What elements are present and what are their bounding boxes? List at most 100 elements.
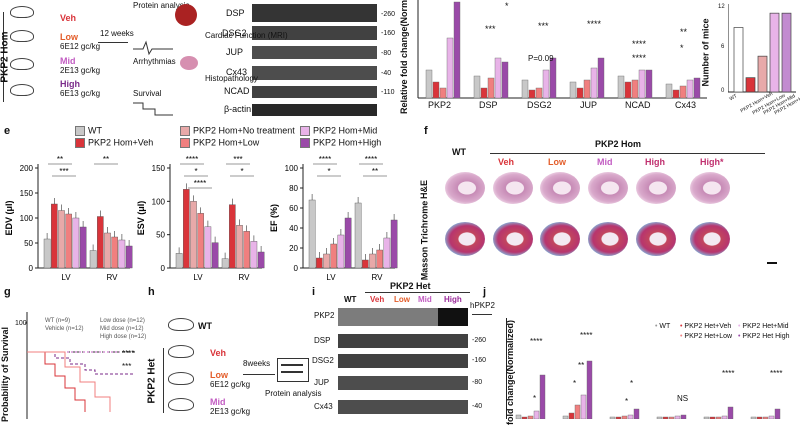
blot-col-veh: Veh — [370, 295, 385, 304]
blot-row-label: Cx43 — [226, 67, 248, 77]
bar — [501, 61, 509, 99]
legend-item: • PKP2 Het+Low — [680, 333, 733, 340]
histo-col-high: High — [645, 157, 665, 167]
blot-row-label: DSP — [314, 336, 331, 345]
y-tick-label: 200 — [20, 164, 34, 173]
blot-row-label: JUP — [314, 378, 330, 387]
bar — [774, 408, 781, 419]
bar — [527, 415, 534, 419]
legend-label: WT — [88, 125, 102, 136]
bar — [703, 416, 710, 419]
legend-item: PKP2 Hom+High — [300, 138, 381, 148]
bar — [621, 415, 628, 419]
blot-kda: -160 — [381, 30, 396, 37]
bar — [745, 77, 756, 93]
legend-wt: WT (n=9) — [45, 318, 71, 324]
sig-label: * — [505, 1, 509, 11]
bar — [569, 81, 577, 99]
sig-label: *** — [59, 167, 68, 176]
bar — [583, 79, 591, 99]
legend-swatch — [75, 138, 85, 148]
bar — [562, 415, 569, 419]
legend-item: • PKP2 Het High — [738, 333, 790, 340]
histo-wt-label: WT — [452, 147, 466, 157]
bar — [597, 57, 605, 99]
masson-section — [690, 222, 730, 256]
legend-swatch — [180, 138, 190, 148]
legend-label: PKP2 Het High — [742, 333, 790, 340]
sig-label: **** — [580, 331, 593, 340]
bar — [609, 416, 616, 419]
mouse-icon — [168, 345, 194, 358]
sig-label: **** — [186, 155, 198, 164]
sig-label: **** — [365, 155, 377, 164]
panel-label-i: i — [312, 286, 316, 298]
bar — [361, 259, 369, 269]
histo-header: PKP2 Hom — [595, 139, 642, 149]
legend-label: WT — [659, 323, 671, 330]
bar — [221, 258, 229, 269]
bar — [762, 416, 769, 419]
blot-kda: -40 — [472, 403, 483, 410]
x-tick-label: LV — [193, 273, 203, 282]
sig-label: * — [327, 167, 330, 176]
p-value-label: P=0.09 — [528, 54, 554, 63]
sig-label: **** — [722, 369, 735, 378]
bar — [432, 81, 440, 99]
legend-item: PKP2 Hom+Veh — [75, 138, 153, 148]
sig-label: *** — [538, 21, 549, 31]
blot-kda: -110 — [381, 89, 395, 96]
masson-section — [636, 222, 676, 256]
panel-label-f: f — [424, 125, 428, 137]
bar — [645, 69, 653, 99]
x-tick-label: DSP — [479, 100, 498, 110]
legend-item: PKP2 Hom+Mid — [300, 126, 377, 136]
x-tick-label: LV — [326, 273, 336, 282]
legend-vehicle: Vehicle (n=12) — [45, 326, 84, 332]
sig-label: ** — [103, 155, 109, 164]
y-tick-label: 40 — [289, 224, 298, 233]
bar — [769, 12, 780, 93]
legend-label: PKP2 Het+Mid — [742, 323, 789, 330]
bar — [439, 87, 447, 99]
sig-label: **** — [530, 337, 543, 346]
bar — [89, 250, 97, 269]
hpkp2-label: hPKP2 — [470, 301, 495, 310]
y-axis-label: Relative fold change(Norma — [399, 0, 410, 115]
sig-label: NS — [677, 394, 689, 403]
mouse-icon — [10, 84, 34, 96]
x-tick-label: RV — [239, 273, 251, 282]
arrow-icon — [243, 374, 275, 375]
sig-label: **** — [319, 155, 331, 164]
readout-survival: Survival — [133, 89, 162, 98]
sig-label: * — [625, 397, 629, 406]
legend-label: PKP2 Hom+No treatment — [193, 125, 295, 136]
bar — [43, 238, 51, 269]
x-tick-label: PKP2 — [428, 100, 452, 110]
legend-item: • WT — [655, 323, 671, 330]
panel-label-g: g — [4, 286, 11, 298]
bar — [51, 203, 58, 269]
bar — [679, 85, 687, 99]
heart-icon — [175, 4, 197, 26]
sig-label: **** — [194, 179, 206, 188]
readout-arrhythmias: Arrhythmias — [133, 57, 176, 66]
mouse-icon — [168, 318, 194, 331]
bar — [590, 67, 598, 99]
bar — [104, 232, 111, 269]
bar — [768, 415, 775, 419]
bar — [668, 416, 675, 419]
bar — [521, 416, 528, 419]
arrow-icon — [98, 42, 128, 43]
histo-col-mid: Mid — [597, 157, 613, 167]
sig-label: * — [533, 394, 537, 403]
panel-label-j: j — [483, 286, 487, 298]
group-mid-dose: 2E13 gc/kg — [210, 407, 251, 416]
sig-label: * — [240, 167, 243, 176]
group-high-dose: 6E13 gc/kg — [60, 89, 101, 98]
heart-section-icon — [180, 56, 198, 70]
y-axis-label: ESV (μl) — [136, 201, 146, 236]
bar — [627, 414, 634, 419]
